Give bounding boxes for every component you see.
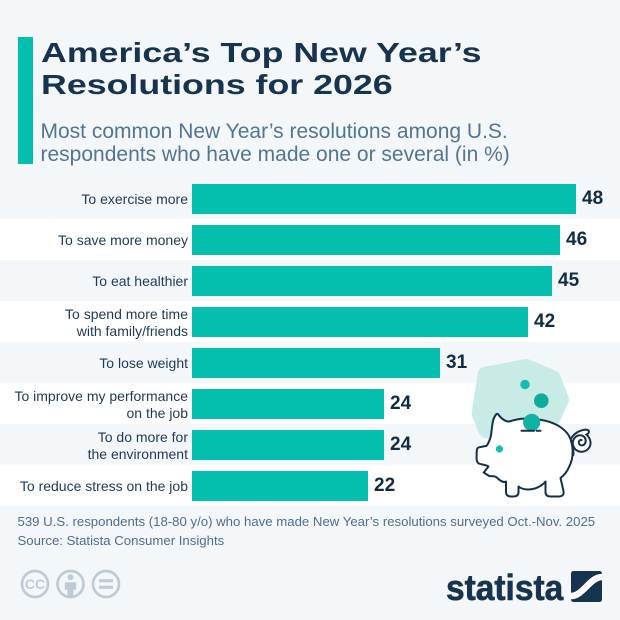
svg-text:CC: CC bbox=[25, 576, 45, 592]
